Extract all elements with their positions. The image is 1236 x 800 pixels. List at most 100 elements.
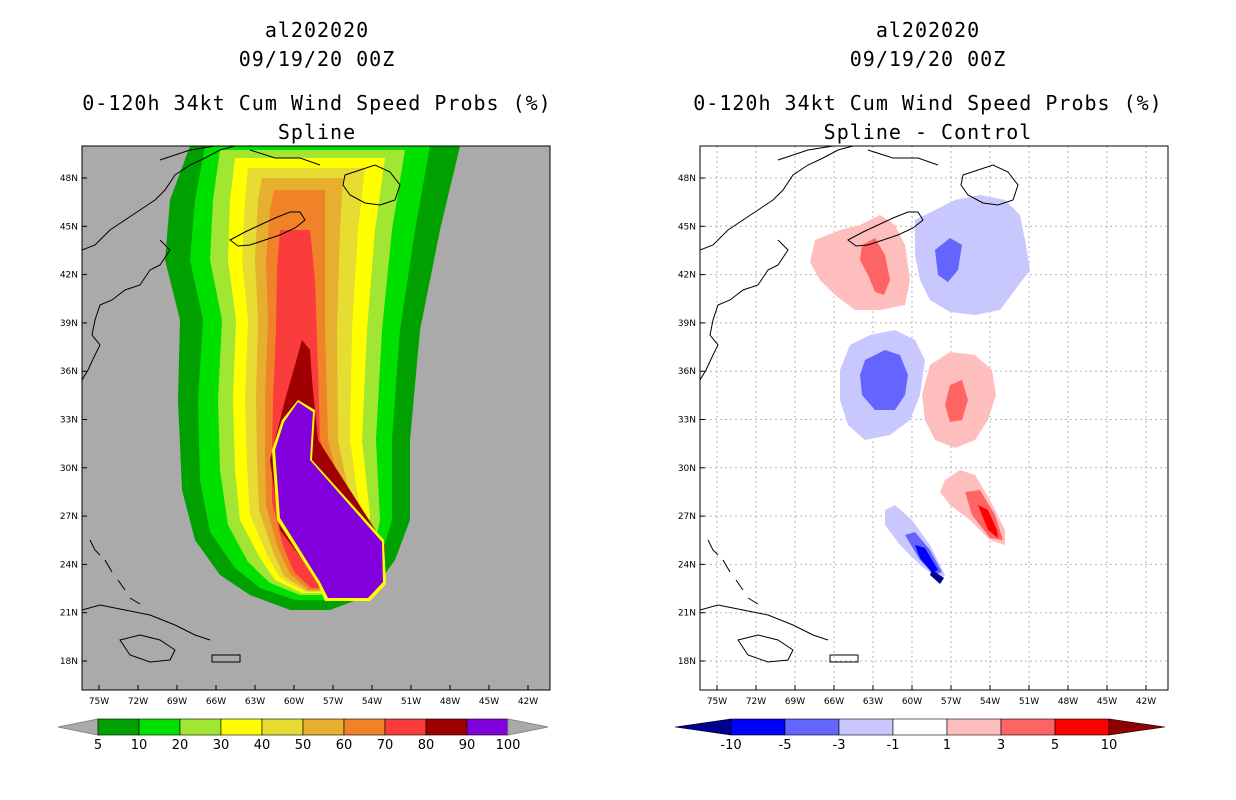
- lat-label: 24N: [678, 560, 696, 570]
- colorbar-box: [784, 718, 840, 736]
- puerto-rico-coast: [829, 654, 859, 663]
- lat-label: 27N: [60, 512, 78, 522]
- lon-label: 42W: [518, 697, 538, 707]
- lon-label: 72W: [128, 697, 148, 707]
- colorbar-label: 1: [943, 738, 951, 753]
- lon-label: 51W: [401, 697, 421, 707]
- colorbar-box: [220, 718, 263, 736]
- left-product: 0-120h 34kt Cum Wind Speed Probs (%): [82, 91, 552, 115]
- colorbar-label: 60: [336, 738, 353, 753]
- colorbar-box: [1000, 718, 1056, 736]
- lon-label: 57W: [323, 697, 343, 707]
- left-lon-labels: 75W 72W 69W 66W 63W 60W 57W 54W 51W 48W 45W 42W: [89, 685, 538, 707]
- colorbar-label: 30: [213, 738, 230, 753]
- newfoundland-coast: [960, 164, 1019, 206]
- north-america-coast: [700, 146, 854, 381]
- left-title: al202020 09/19/20 00Z 0-120h 34kt Cum Wi…: [82, 16, 552, 147]
- colorbar-box: [179, 718, 222, 736]
- lon-label: 57W: [941, 697, 961, 707]
- left-datetime: 09/19/20 00Z: [238, 47, 396, 71]
- colorbar-label: -5: [779, 738, 792, 753]
- bahamas-coast: [707, 539, 759, 605]
- lon-label: 60W: [902, 697, 922, 707]
- colorbar-box: [302, 718, 345, 736]
- colorbar-label: 3: [997, 738, 1005, 753]
- probability-contours: [165, 146, 460, 610]
- diff-negative-south-core: [930, 570, 944, 584]
- lat-label: 33N: [678, 416, 696, 426]
- colorbar-box: [138, 718, 181, 736]
- lat-label: 36N: [678, 367, 696, 377]
- nova-scotia-coast: [847, 211, 924, 247]
- colorbar-box: [97, 718, 140, 736]
- lon-label: 63W: [863, 697, 883, 707]
- lat-label: 39N: [60, 319, 78, 329]
- right-subtitle: Spline - Control: [823, 120, 1033, 144]
- lat-label: 33N: [60, 416, 78, 426]
- lat-label: 45N: [678, 222, 696, 232]
- lat-label: 42N: [60, 271, 78, 281]
- left-map-frame: [81, 145, 551, 691]
- gulf-st-lawrence-coast: [159, 146, 321, 166]
- colorbar-box: [892, 718, 948, 736]
- colorbar-label: -1: [887, 738, 900, 753]
- lat-label: 42N: [678, 271, 696, 281]
- colorbar-over-arrow: [1108, 718, 1166, 736]
- lat-label: 30N: [60, 464, 78, 474]
- difference-contours: [810, 195, 1030, 584]
- right-title: al202020 09/19/20 00Z 0-120h 34kt Cum Wi…: [693, 16, 1163, 147]
- colorbar-box: [946, 718, 1002, 736]
- colorbar-under-arrow: [57, 718, 99, 736]
- bahamas-coast: [89, 539, 141, 605]
- nova-scotia-coast: [229, 211, 306, 247]
- colorbar-box: [261, 718, 304, 736]
- lon-label: 42W: [1136, 697, 1156, 707]
- cuba-coast: [82, 604, 211, 641]
- colorbar-label: 70: [377, 738, 394, 753]
- lon-label: 75W: [89, 697, 109, 707]
- lat-label: 21N: [678, 609, 696, 619]
- left-map: 48N 45N 42N 39N 36N 33N 30N 27N 24N 21N 18N 75W 72W…: [60, 145, 551, 707]
- left-storm-id: al202020: [264, 18, 370, 42]
- lat-label: 45N: [60, 222, 78, 232]
- north-america-coast: [82, 146, 236, 381]
- lat-label: 18N: [60, 657, 78, 667]
- right-lon-labels: 75W 72W 69W 66W 63W 60W 57W 54W 51W 48W 45W 42W: [707, 685, 1156, 707]
- hispaniola-coast: [119, 634, 176, 663]
- colorbar-label: 10: [131, 738, 148, 753]
- hispaniola-coast: [737, 634, 794, 663]
- lon-label: 69W: [785, 697, 805, 707]
- diff-negative-south-inner: [915, 545, 938, 573]
- colorbar-label: 100: [496, 738, 521, 753]
- diff-negative-north-inner: [935, 238, 962, 282]
- diff-positive-north-inner: [860, 238, 890, 295]
- colorbar-label: 80: [418, 738, 435, 753]
- colorbar-label: 50: [295, 738, 312, 753]
- lat-label: 30N: [678, 464, 696, 474]
- colorbar-label: 90: [459, 738, 476, 753]
- colorbar-box: [838, 718, 894, 736]
- cuba-coast: [700, 604, 829, 641]
- lat-label: 48N: [60, 174, 78, 184]
- colorbar-box: [384, 718, 427, 736]
- lon-label: 45W: [479, 697, 499, 707]
- lon-label: 75W: [707, 697, 727, 707]
- lon-label: 66W: [206, 697, 226, 707]
- puerto-rico-coast: [211, 654, 241, 663]
- right-map: 48N 45N 42N 39N 36N 33N 30N 27N 24N 21N 18N 75W 72W…: [678, 145, 1169, 707]
- right-product: 0-120h 34kt Cum Wind Speed Probs (%): [693, 91, 1163, 115]
- lon-label: 45W: [1097, 697, 1117, 707]
- lon-label: 72W: [746, 697, 766, 707]
- right-datetime: 09/19/20 00Z: [849, 47, 1007, 71]
- colorbar-label: 5: [1051, 738, 1059, 753]
- colorbar-box: [343, 718, 386, 736]
- colorbar-label: 20: [172, 738, 189, 753]
- lat-label: 48N: [678, 174, 696, 184]
- diff-negative-central-inner: [860, 350, 908, 410]
- left-coastlines: [82, 146, 401, 663]
- diff-positive-central-inner: [945, 380, 968, 422]
- lon-label: 54W: [362, 697, 382, 707]
- lon-label: 51W: [1019, 697, 1039, 707]
- lon-label: 66W: [824, 697, 844, 707]
